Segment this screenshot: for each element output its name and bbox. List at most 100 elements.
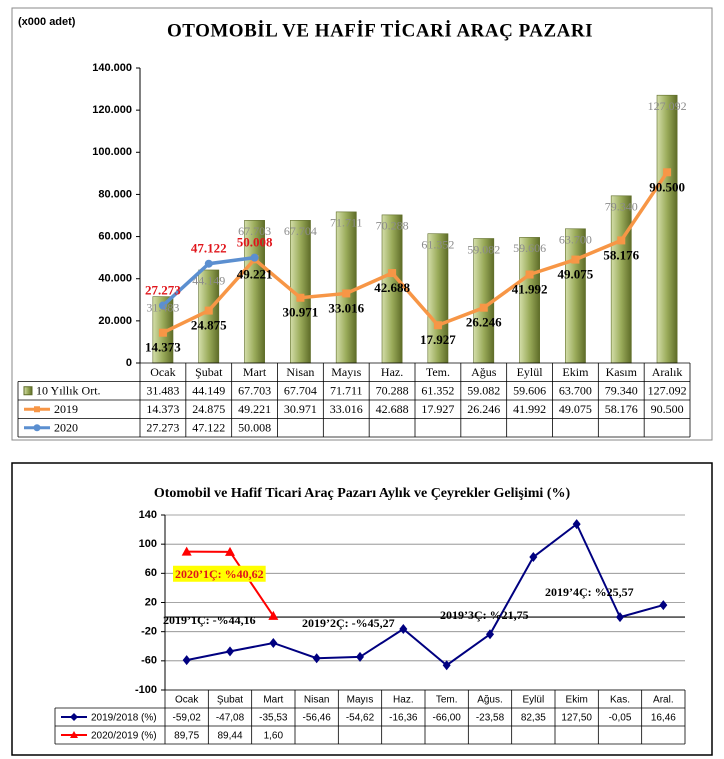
table-value: 67.703: [238, 384, 271, 398]
data-label: 50.008: [237, 235, 273, 250]
data-label: 27.273: [145, 283, 181, 298]
marker: [158, 328, 167, 337]
data-label: 33.016: [328, 300, 364, 315]
data-label: 30.971: [283, 305, 319, 320]
data-label: 41.992: [512, 282, 548, 297]
x-tick-label: Ekim: [566, 695, 588, 706]
data-label: 71.711: [330, 216, 363, 230]
data-label: 79.340: [605, 200, 638, 214]
table-value: 89,44: [217, 731, 242, 742]
marker: [158, 301, 167, 310]
marker: [388, 269, 397, 278]
data-label: 17.927: [420, 332, 456, 347]
x-tick-label: Nisan: [304, 695, 330, 706]
legend-label: 2020: [54, 421, 78, 435]
data-label: 49.221: [237, 266, 273, 281]
table-value: -47,08: [216, 713, 245, 724]
y-tick-label: 100.000: [92, 146, 132, 158]
data-label: 90.500: [649, 179, 685, 194]
marker: [399, 624, 408, 635]
table-value: 127,50: [561, 713, 592, 724]
x-tick-label: Haz.: [393, 695, 414, 706]
y-tick-label: 100: [139, 538, 157, 550]
y-tick-label: 140: [139, 509, 157, 521]
marker: [269, 637, 278, 648]
x-tick-label: Tem.: [426, 365, 450, 379]
marker: [529, 552, 538, 563]
bar: [565, 228, 586, 364]
data-label: 127.092: [648, 99, 687, 113]
table-value: 47.122: [192, 421, 225, 435]
bar: [519, 237, 540, 364]
chart-title: Otomobil ve Hafif Ticari Araç Pazarı Ayl…: [154, 486, 571, 501]
legend-key: [70, 731, 78, 738]
x-tick-label: Eylül: [517, 365, 544, 379]
x-tick-label: Mayıs: [331, 365, 361, 379]
legend-label: 2019: [54, 402, 78, 416]
marker: [181, 546, 192, 556]
x-tick-label: Şubat: [217, 695, 243, 706]
table-value: 17.927: [421, 402, 454, 416]
x-tick-label: Aral.: [653, 695, 674, 706]
marker: [479, 303, 488, 312]
chart-frame: [11, 7, 713, 441]
table-value: 89,75: [174, 731, 199, 742]
data-label: 49.075: [558, 267, 594, 282]
marker: [616, 612, 624, 623]
chart-frame: [11, 462, 713, 756]
annotation-highlight: [173, 565, 266, 582]
marker: [204, 259, 213, 268]
x-tick-label: Kasım: [606, 365, 638, 379]
table-value: 59.082: [467, 384, 500, 398]
marker: [312, 653, 321, 664]
table-value: 41.992: [513, 402, 546, 416]
table-value: -56,46: [302, 713, 331, 724]
marker: [572, 519, 581, 530]
x-tick-label: Eylül: [522, 695, 544, 706]
table-value: -23,58: [476, 713, 505, 724]
annotation: 2019’3Ç: %21,75: [440, 608, 529, 622]
annotation: 2019’4Ç: %25,57: [545, 585, 634, 599]
table-value: -16,36: [389, 713, 418, 724]
table-value: 27.273: [146, 421, 179, 435]
legend-label: 2020/2019 (%): [91, 731, 157, 742]
table-value: 42.688: [376, 402, 409, 416]
y-tick-label: 20.000: [98, 315, 132, 327]
data-label: 59.082: [467, 242, 500, 256]
table-value: 50.008: [238, 421, 271, 435]
y-tick-label: -20: [141, 626, 157, 638]
x-tick-label: Ağus.: [477, 695, 503, 706]
table-value: 1,60: [264, 731, 284, 742]
data-label: 42.688: [374, 280, 410, 295]
table-value: 82,35: [521, 713, 546, 724]
data-label: 61.352: [421, 237, 454, 251]
x-tick-label: Tem.: [436, 695, 458, 706]
table-value: 59.606: [513, 384, 546, 398]
table-value: 67.704: [284, 384, 317, 398]
x-tick-label: Kas.: [610, 695, 630, 706]
marker: [182, 655, 191, 666]
table-value: 79.340: [605, 384, 638, 398]
y-tick-label: 40.000: [98, 273, 132, 285]
annotation: 2019’2Ç: -%45,27: [302, 616, 395, 630]
table-value: 26.246: [467, 402, 500, 416]
unit-label: (x000 adet): [18, 16, 76, 28]
data-label: 14.373: [145, 340, 181, 355]
marker: [268, 610, 279, 620]
marker: [486, 629, 494, 640]
x-tick-label: Ekim: [562, 365, 589, 379]
x-tick-label: Şubat: [195, 365, 223, 379]
x-tick-label: Ocak: [175, 695, 199, 706]
x-tick-label: Mayıs: [347, 695, 374, 706]
chart-title: OTOMOBİL VE HAFİF TİCARİ ARAÇ PAZARI: [167, 20, 593, 41]
series-line: [162, 171, 669, 335]
table-value: 127.092: [648, 384, 687, 398]
table-value: 16,46: [651, 713, 676, 724]
table-value: 30.971: [284, 402, 317, 416]
y-tick-label: 80.000: [98, 188, 132, 200]
x-tick-label: Aralık: [652, 365, 683, 379]
data-label: 47.122: [191, 241, 227, 256]
data-label: 44.149: [192, 274, 225, 288]
y-tick-label: -100: [135, 684, 157, 696]
